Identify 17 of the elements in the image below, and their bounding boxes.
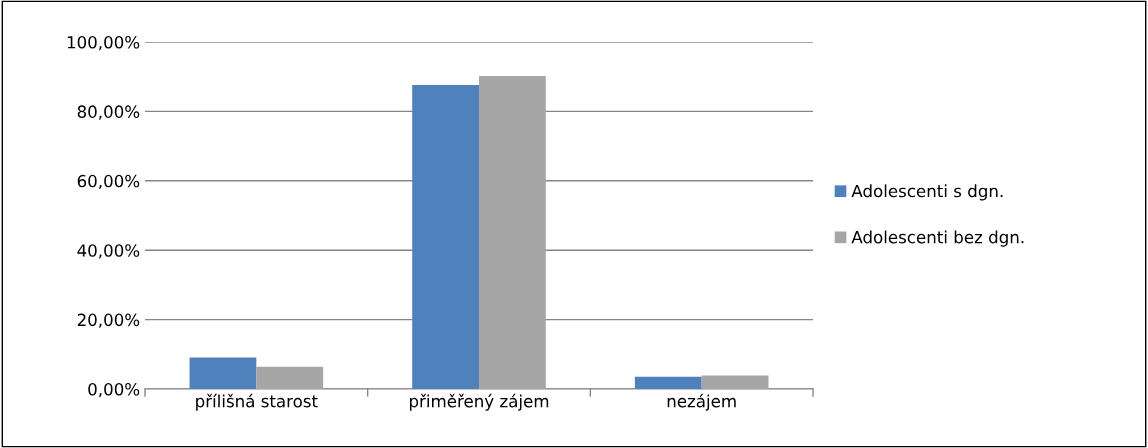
- x-tick-label: přiměřený zájem: [409, 393, 549, 411]
- y-tick-label: 100,00%: [67, 35, 140, 51]
- bar: [701, 375, 769, 389]
- legend-label: Adolescenti bez dgn.: [851, 230, 1024, 247]
- y-tick-label: 60,00%: [77, 174, 140, 190]
- x-tick-label: nezájem: [667, 393, 736, 411]
- bar: [479, 76, 546, 389]
- legend-label: Adolescenti s dgn.: [851, 184, 1003, 201]
- x-tick-label: přílišná starost: [196, 393, 318, 411]
- y-tick-label: 40,00%: [77, 244, 140, 259]
- bar: [189, 357, 257, 389]
- y-tick-label: 80,00%: [77, 105, 140, 120]
- y-tick-label: 20,00%: [77, 313, 140, 328]
- y-tick-label: 0,00%: [88, 382, 140, 398]
- bar: [634, 376, 702, 389]
- bar: [256, 366, 324, 389]
- bar: [412, 85, 479, 389]
